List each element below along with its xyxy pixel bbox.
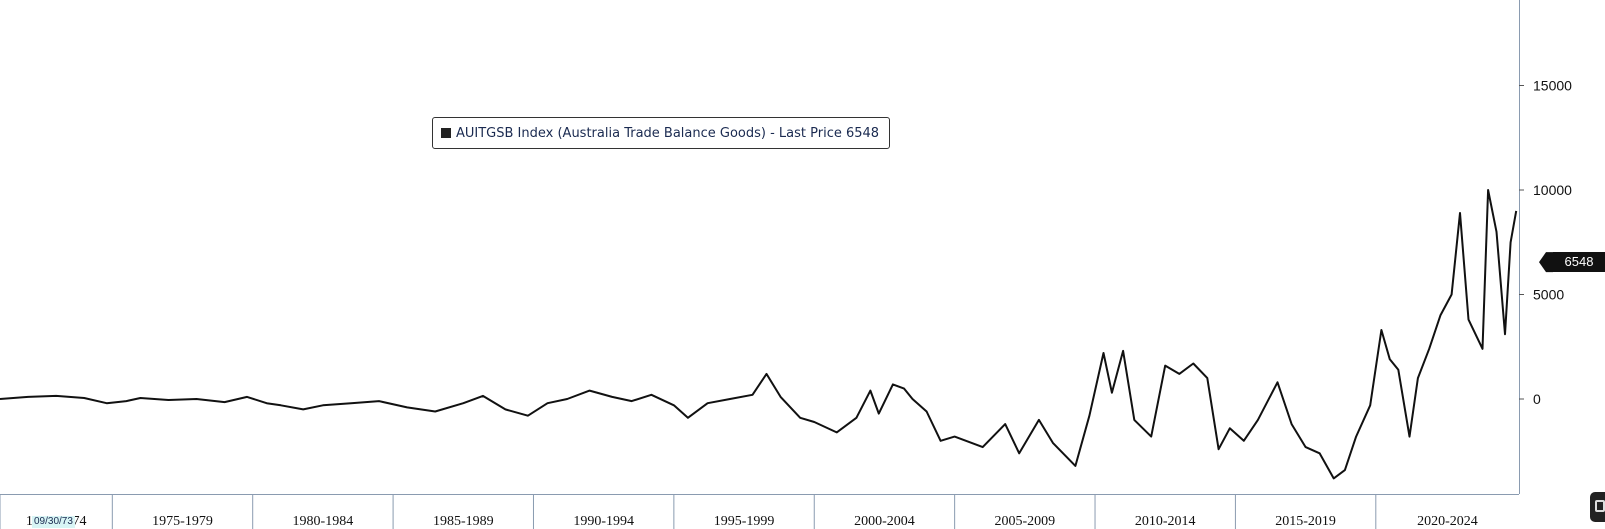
last-price-tag: 6548	[1553, 252, 1605, 272]
legend-label: AUITGSB Index (Australia Trade Balance G…	[456, 125, 880, 141]
x-tick-label: 2010-2014	[1135, 514, 1196, 529]
x-tick-label: 1975-1979	[152, 514, 213, 529]
y-tick-label: 10000	[1533, 182, 1572, 198]
x-tick-label: 1990-1994	[573, 514, 634, 529]
y-tick-label: 15000	[1533, 78, 1572, 94]
series-line	[0, 189, 1518, 480]
cursor-date-label: 09/30/73	[32, 516, 75, 528]
x-tick-label: 2000-2004	[854, 514, 915, 529]
x-tick-label: 1985-1989	[433, 514, 494, 529]
legend: AUITGSB Index (Australia Trade Balance G…	[432, 117, 891, 149]
last-price-pointer	[1539, 252, 1553, 273]
x-tick-label: 1980-1984	[293, 514, 354, 529]
x-tick-label: 2015-2019	[1275, 514, 1336, 529]
x-tick-label: 2005-2009	[994, 514, 1055, 529]
y-tick-label: 5000	[1533, 287, 1564, 303]
x-tick-label: 1995-1999	[714, 514, 775, 529]
y-tick-label: 0	[1533, 391, 1541, 407]
window-icon	[1595, 500, 1605, 512]
legend-swatch-icon	[441, 128, 451, 138]
x-tick-label: 2020-2024	[1417, 514, 1478, 529]
chart-options-button[interactable]	[1590, 492, 1605, 522]
